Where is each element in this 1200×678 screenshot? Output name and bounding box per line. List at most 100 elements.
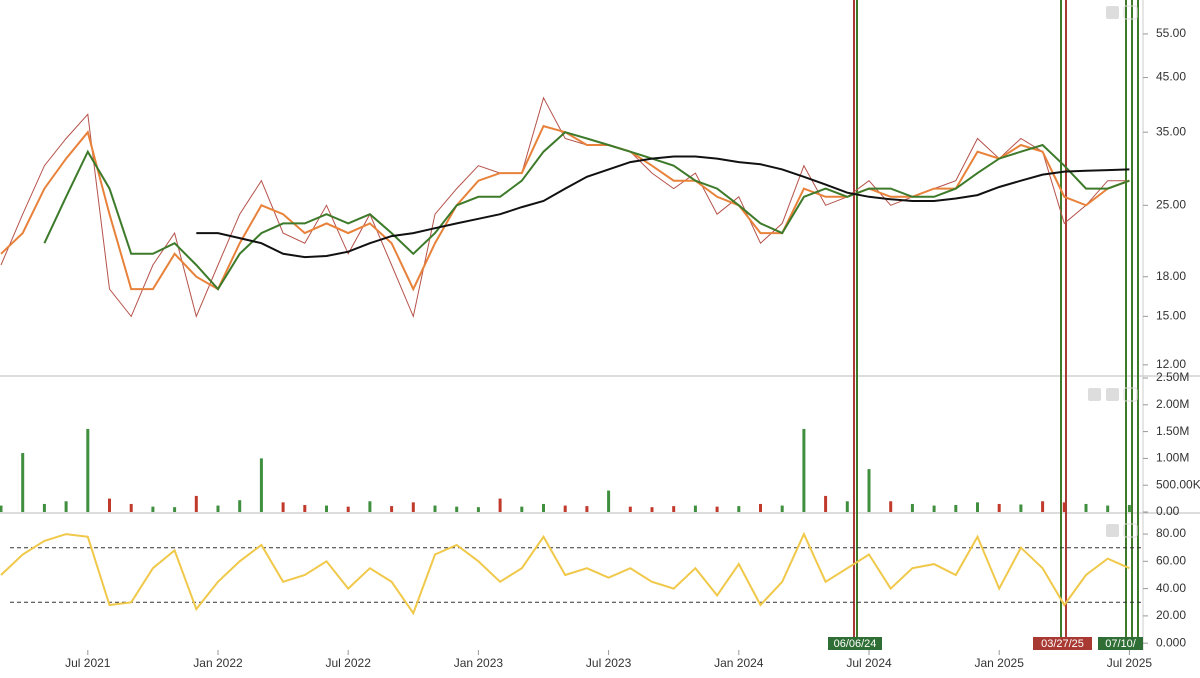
- marker-lines: [853, 0, 1139, 650]
- volume-bar: [759, 503, 762, 512]
- volume-bar: [433, 505, 437, 512]
- y-tick-label: 18.00: [1156, 269, 1186, 283]
- volume-bar: [455, 506, 459, 512]
- y-tick-label: 2.00M: [1156, 397, 1189, 411]
- volume-bar: [824, 495, 828, 512]
- volume-bar: [693, 505, 697, 512]
- volume-bar: [194, 495, 198, 512]
- volume-bar: [1106, 505, 1110, 512]
- x-tick-label: Jul 2024: [846, 656, 892, 670]
- volume-bar: [672, 506, 676, 512]
- volume-bar: [173, 507, 177, 512]
- volume-bar: [976, 502, 979, 512]
- series-line: [196, 155, 1130, 259]
- volume-bar: [86, 428, 90, 512]
- volume-bar: [802, 428, 806, 512]
- volume-bar: [954, 505, 958, 512]
- volume-bar: [42, 503, 46, 512]
- volume-bar: [628, 506, 632, 512]
- y-tick-label: 60.00: [1156, 554, 1186, 568]
- marker-label: 07/10/: [1105, 638, 1137, 650]
- volume-bar: [715, 506, 719, 512]
- series-line: [0, 96, 1130, 319]
- marker-label-box: [828, 637, 882, 650]
- panel-controls: [1088, 5, 1138, 538]
- move-up-button[interactable]: [1088, 388, 1101, 401]
- volume-bar: [910, 503, 914, 512]
- volume-bar: [238, 500, 242, 512]
- volume-bar: [867, 469, 871, 512]
- volume-bar: [476, 507, 480, 512]
- volume-bar: [997, 503, 1001, 512]
- plot-area: [0, 96, 1143, 616]
- volume-bar: [585, 506, 589, 512]
- marker-label: 03/27/25: [1041, 638, 1084, 650]
- volume-bar: [1084, 503, 1088, 512]
- volume-bar: [520, 506, 524, 512]
- y-tick-label: 12.00: [1156, 357, 1186, 371]
- volume-bar: [346, 506, 350, 512]
- volume-bar: [21, 453, 25, 512]
- y-tick-label: 2.50M: [1156, 370, 1189, 384]
- volume-bar: [411, 502, 415, 512]
- move-down-button[interactable]: [1106, 388, 1119, 401]
- y-tick-label: 20.00: [1156, 608, 1186, 622]
- volume-bar: [325, 505, 328, 512]
- x-tick-label: Jul 2023: [586, 656, 632, 670]
- volume-bar: [563, 505, 567, 512]
- volume-bar: [0, 505, 3, 512]
- series-line: [0, 531, 1130, 616]
- axes: 55.00 45.00 35.00 25.00 18.00 15.00 12.002.50M…: [65, 26, 1200, 670]
- volume-bar: [281, 502, 285, 512]
- maximize-button[interactable]: [1123, 387, 1138, 402]
- x-tick-label: Jan 2022: [193, 656, 243, 670]
- volume-bar: [542, 503, 545, 512]
- volume-bar: [1019, 504, 1023, 512]
- x-tick-label: Jan 2025: [975, 656, 1025, 670]
- date-markers: 06/06/24 03/27/25 07/10/: [828, 637, 1143, 650]
- maximize-button[interactable]: [1123, 5, 1138, 20]
- volume-bar: [216, 505, 220, 512]
- y-tick-label: 1.50M: [1156, 424, 1189, 438]
- x-tick-label: Jul 2022: [326, 656, 372, 670]
- move-up-button[interactable]: [1106, 524, 1119, 537]
- x-tick-label: Jan 2023: [454, 656, 504, 670]
- y-tick-label: 80.00: [1156, 526, 1186, 540]
- volume-bar: [737, 506, 741, 512]
- x-tick-label: Jul 2021: [65, 656, 111, 670]
- x-tick-label: Jul 2025: [1107, 656, 1153, 670]
- series-line: [43, 131, 1130, 291]
- volume-bar: [932, 505, 936, 512]
- y-tick-label: 55.00: [1156, 26, 1186, 40]
- volume-bar: [780, 505, 784, 512]
- volume-bar: [151, 506, 155, 512]
- marker-label-box: [1033, 637, 1092, 650]
- volume-bar: [303, 505, 307, 512]
- volume-bar: [64, 501, 68, 512]
- y-tick-label: 0.000: [1156, 635, 1186, 649]
- volume-bar: [129, 503, 133, 512]
- move-down-button[interactable]: [1106, 6, 1119, 19]
- y-tick-label: 1.00M: [1156, 451, 1189, 465]
- y-tick-label: 0.00: [1156, 504, 1180, 518]
- y-tick-label: 500.00K: [1156, 477, 1200, 491]
- volume-bar: [607, 490, 611, 512]
- x-tick-label: Jan 2024: [714, 656, 764, 670]
- volume-bar: [889, 501, 893, 512]
- volume-bar: [108, 498, 111, 512]
- volume-bar: [498, 498, 502, 512]
- marker-label-box: [1098, 637, 1143, 650]
- maximize-button[interactable]: [1123, 523, 1138, 538]
- y-tick-label: 35.00: [1156, 124, 1186, 138]
- volume-bar: [1127, 505, 1131, 512]
- y-tick-label: 40.00: [1156, 581, 1186, 595]
- y-tick-label: 45.00: [1156, 70, 1186, 84]
- volume-bar: [845, 501, 849, 512]
- volume-bar: [1062, 502, 1066, 512]
- marker-label: 06/06/24: [834, 638, 877, 650]
- volume-bar: [650, 507, 654, 512]
- volume-bar: [368, 501, 372, 512]
- volume-bar: [1041, 501, 1045, 512]
